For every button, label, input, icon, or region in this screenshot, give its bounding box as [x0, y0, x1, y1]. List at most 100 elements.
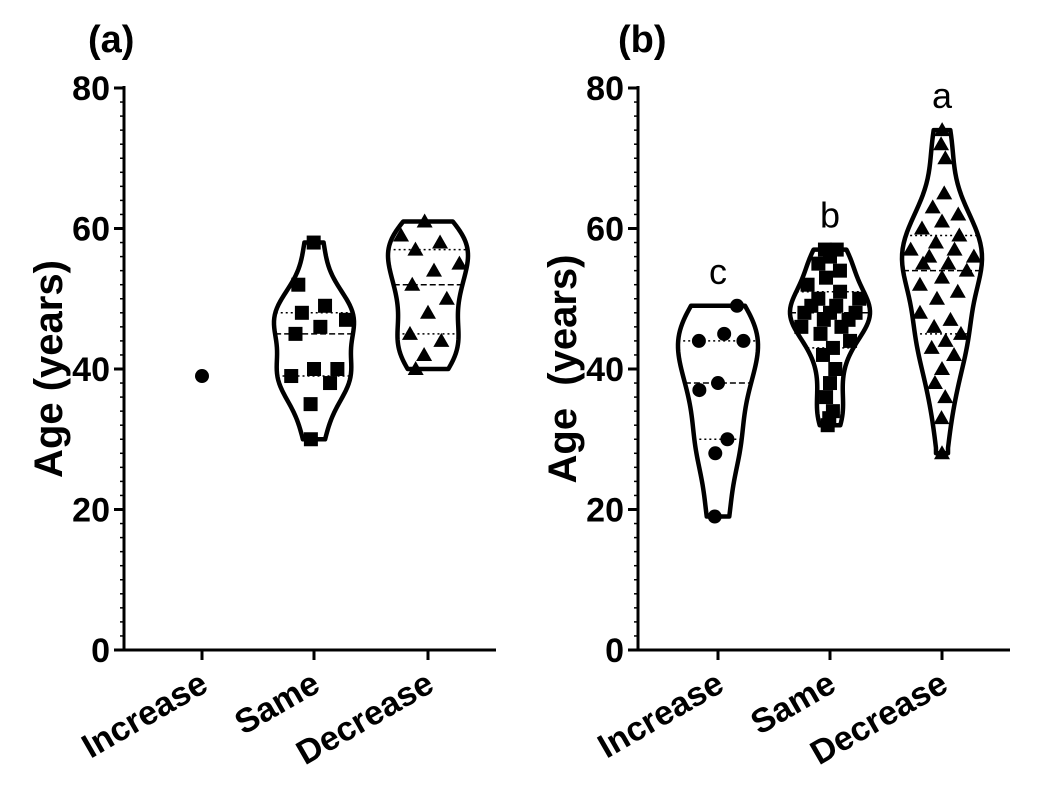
data-point [339, 312, 353, 327]
y-axis-title: Age (years) [541, 255, 585, 484]
data-point [848, 305, 863, 320]
significance-label: c [709, 251, 727, 292]
data-point [729, 298, 744, 313]
data-point [823, 376, 837, 391]
data-point [195, 369, 209, 384]
series-decrease [385, 213, 471, 375]
data-point [711, 376, 725, 391]
data-point [825, 340, 840, 355]
y-tick-label: 80 [72, 70, 110, 108]
data-point [921, 248, 938, 263]
x-tick-label: Increase [75, 664, 214, 766]
y-tick-label: 20 [72, 492, 110, 530]
data-point [426, 262, 443, 277]
data-point [416, 213, 433, 228]
data-point [924, 199, 941, 214]
violin-outline [787, 247, 873, 428]
data-point [950, 206, 967, 221]
data-point [819, 390, 834, 405]
y-tick-label: 60 [72, 211, 110, 249]
data-point [852, 291, 867, 306]
data-point [937, 389, 954, 404]
data-point [843, 333, 858, 348]
y-tick-label: 80 [586, 70, 624, 108]
y-tick-label: 40 [72, 351, 110, 389]
data-point [407, 361, 424, 375]
data-point [923, 339, 940, 354]
data-point [323, 376, 338, 391]
violin-outline [271, 240, 357, 442]
series-same [787, 242, 873, 433]
data-point [828, 362, 843, 376]
data-point [926, 375, 943, 390]
data-point [720, 432, 735, 447]
data-point [288, 326, 303, 341]
data-point [934, 361, 950, 375]
y-axis-title: Age (years) [27, 260, 71, 478]
data-point [819, 270, 834, 285]
data-point [942, 311, 959, 326]
data-point [416, 346, 433, 361]
data-point [717, 326, 732, 341]
data-point [933, 136, 950, 151]
data-point [794, 319, 809, 334]
panel-label: (b) [618, 19, 667, 61]
violin-outline [899, 127, 985, 456]
data-point [313, 319, 328, 334]
data-point [829, 242, 844, 257]
data-point [934, 445, 950, 460]
series-increase [195, 369, 209, 384]
data-point [451, 255, 468, 270]
data-point [911, 276, 928, 291]
data-point [952, 325, 969, 340]
data-point [911, 304, 928, 319]
data-point [817, 242, 832, 257]
data-point [303, 397, 318, 412]
series-decrease [899, 122, 985, 460]
violin-outline [385, 219, 471, 372]
data-point [933, 410, 950, 425]
data-point [936, 185, 953, 200]
data-point [928, 290, 945, 305]
data-point [284, 369, 299, 384]
data-point [708, 446, 723, 461]
data-point [958, 262, 975, 277]
data-point [934, 213, 950, 228]
data-point [934, 122, 951, 137]
data-point [318, 298, 333, 313]
data-point [949, 283, 966, 298]
significance-label: b [820, 195, 840, 236]
data-point [307, 362, 321, 376]
series-same [271, 235, 357, 447]
y-tick-label: 60 [586, 211, 624, 249]
y-tick-label: 20 [586, 492, 624, 530]
y-tick-label: 0 [91, 632, 110, 670]
data-point [951, 227, 968, 242]
data-point [832, 263, 847, 278]
x-tick-label: Increase [591, 664, 730, 766]
y-tick-label: 40 [586, 351, 624, 389]
series-increase [675, 298, 761, 524]
data-point [691, 333, 706, 348]
data-point [940, 255, 957, 270]
data-point [902, 241, 919, 256]
data-point [965, 248, 982, 263]
data-point [404, 276, 421, 291]
data-point [937, 150, 954, 165]
data-point [946, 241, 963, 256]
data-point [707, 509, 722, 524]
data-point [393, 227, 410, 242]
data-point [829, 298, 844, 313]
data-point [946, 346, 963, 361]
data-point [825, 404, 840, 419]
data-point [294, 305, 309, 320]
data-point [927, 234, 944, 249]
data-point [692, 383, 707, 398]
data-point [420, 304, 436, 319]
data-point [811, 291, 826, 306]
data-point [937, 332, 954, 347]
panel-label: (a) [88, 19, 134, 61]
significance-label: a [932, 75, 953, 116]
